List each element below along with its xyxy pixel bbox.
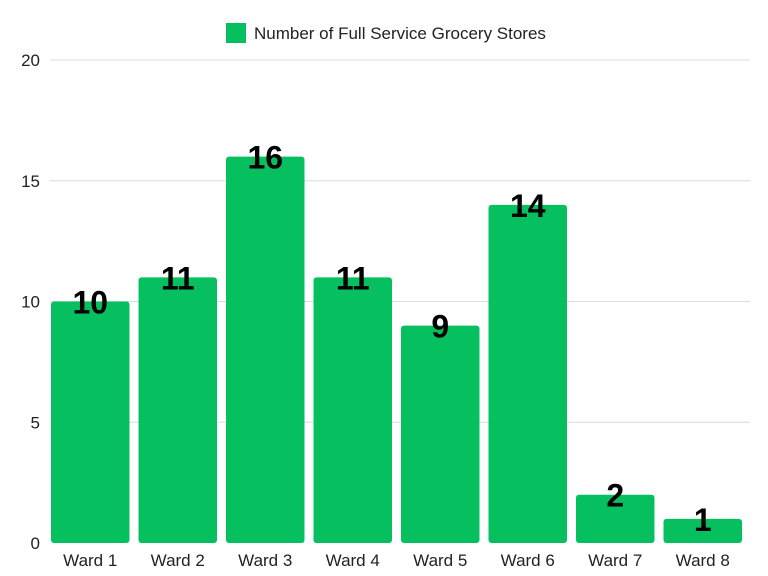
data-label: 11 (336, 260, 370, 296)
data-label: 14 (510, 188, 546, 224)
data-label: 10 (72, 285, 108, 321)
data-label: 9 (431, 309, 449, 345)
y-tick-label: 5 (31, 413, 40, 432)
x-category-label: Ward 4 (326, 551, 380, 570)
legend-swatch (226, 23, 246, 43)
data-label: 2 (606, 478, 624, 514)
data-labels: 10 11 16 11 9 14 2 1 (72, 140, 711, 538)
bar (488, 204, 567, 543)
bar (138, 277, 217, 543)
bars (51, 156, 742, 543)
data-label: 1 (694, 502, 712, 538)
x-axis-categories: Ward 1 Ward 2 Ward 3 Ward 4 Ward 5 Ward 6 Ward… (63, 551, 730, 570)
y-tick-label: 20 (21, 51, 40, 70)
x-category-label: Ward 7 (588, 551, 642, 570)
y-tick-label: 0 (31, 534, 40, 553)
y-tick-label: 10 (21, 293, 40, 312)
legend-label: Number of Full Service Grocery Stores (254, 24, 546, 43)
x-category-label: Ward 2 (151, 551, 205, 570)
x-category-label: Ward 5 (413, 551, 467, 570)
x-category-label: Ward 1 (63, 551, 117, 570)
data-label: 11 (161, 260, 195, 296)
bar (313, 277, 392, 543)
y-axis-ticks: 0 5 10 15 20 (21, 51, 40, 553)
x-category-label: Ward 6 (501, 551, 555, 570)
x-category-label: Ward 8 (676, 551, 730, 570)
legend: Number of Full Service Grocery Stores (226, 23, 546, 43)
x-category-label: Ward 3 (238, 551, 292, 570)
y-tick-label: 15 (21, 172, 40, 191)
data-label: 16 (247, 140, 283, 176)
bar (576, 494, 655, 543)
bar (663, 518, 742, 543)
bar (51, 301, 130, 543)
bar (226, 156, 305, 543)
bar (401, 325, 480, 543)
